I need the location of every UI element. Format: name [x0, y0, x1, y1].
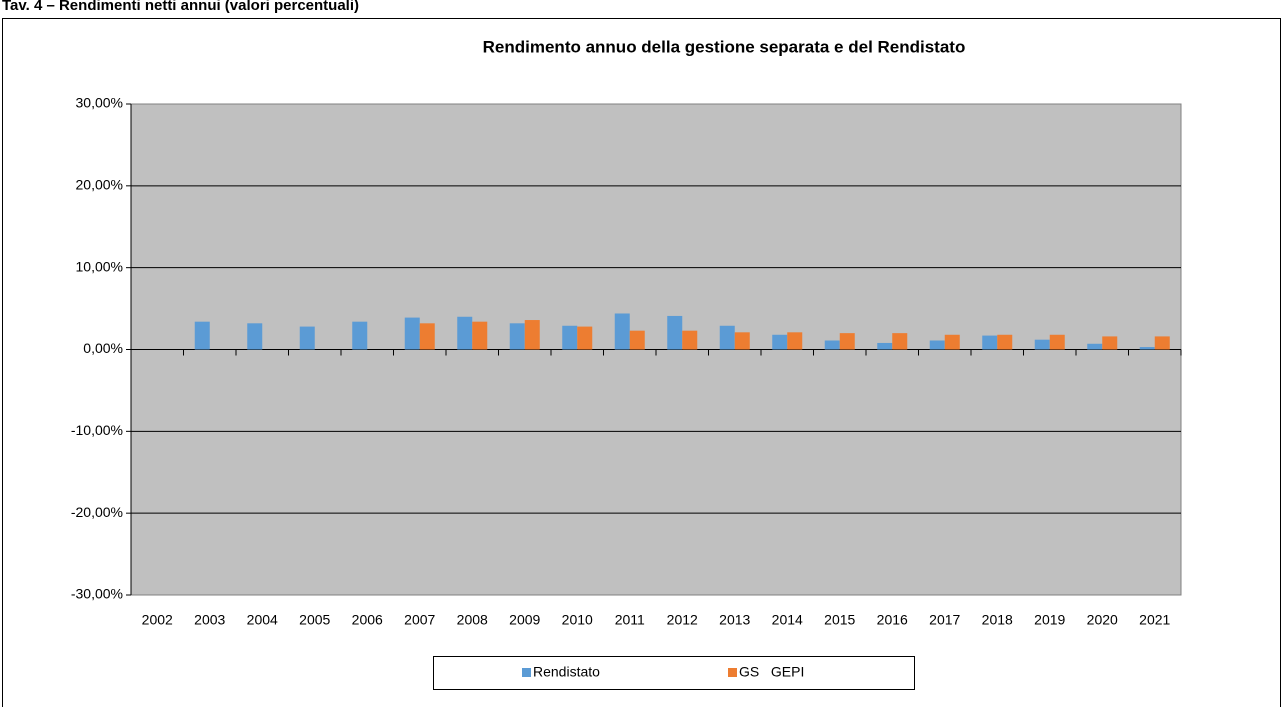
bar: [457, 316, 473, 350]
bar: [772, 334, 788, 350]
bar: [247, 323, 263, 350]
bar: [719, 325, 735, 350]
bar: [667, 315, 683, 350]
x-tick-label: 2007: [404, 612, 435, 628]
legend-swatch: [522, 668, 531, 677]
bar: [1034, 339, 1050, 350]
x-tick-label: 2004: [247, 612, 278, 628]
bar: [1102, 336, 1118, 350]
page-heading: Tav. 4 – Rendimenti netti annui (valori …: [2, 0, 359, 14]
y-tick-label: 20,00%: [76, 177, 123, 193]
bar: [194, 321, 210, 350]
bar: [892, 333, 908, 350]
bar: [877, 342, 893, 350]
x-tick-label: 2012: [667, 612, 698, 628]
bar: [562, 325, 578, 350]
x-tick-label: 2017: [929, 612, 960, 628]
x-tick-label: 2006: [352, 612, 383, 628]
bar: [1087, 343, 1103, 350]
bar: [629, 330, 645, 350]
bar: [577, 326, 593, 350]
x-tick-label: 2010: [562, 612, 593, 628]
y-tick-label: -20,00%: [71, 504, 123, 520]
bar: [787, 332, 803, 350]
bar: [404, 317, 420, 350]
bar: [982, 335, 998, 350]
legend: [433, 656, 915, 690]
y-tick-label: 30,00%: [76, 95, 123, 111]
bar: [929, 340, 945, 350]
bar: [352, 321, 368, 350]
legend-label: Rendistato: [533, 664, 600, 680]
x-tick-label: 2016: [877, 612, 908, 628]
bar: [824, 340, 840, 350]
bar: [419, 323, 435, 350]
bar: [839, 333, 855, 350]
x-tick-label: 2008: [457, 612, 488, 628]
y-tick-label: -30,00%: [71, 586, 123, 602]
x-tick-label: 2003: [194, 612, 225, 628]
x-tick-label: 2018: [982, 612, 1013, 628]
legend-label: GS GEPI: [739, 664, 804, 680]
x-tick-label: 2002: [142, 612, 173, 628]
y-tick-label: -10,00%: [71, 422, 123, 438]
bar: [682, 330, 698, 350]
bar: [1139, 347, 1155, 350]
bar: [1049, 334, 1065, 350]
bar: [734, 332, 750, 350]
x-tick-label: 2019: [1034, 612, 1065, 628]
bar: [614, 313, 630, 350]
bar: [472, 321, 488, 350]
y-tick-label: 0,00%: [83, 340, 123, 356]
bar: [524, 320, 540, 350]
x-tick-label: 2009: [509, 612, 540, 628]
bar: [299, 326, 315, 350]
chart-title: Rendimento annuo della gestione separata…: [483, 37, 966, 56]
bar: [509, 323, 525, 350]
bar: [997, 334, 1013, 350]
x-tick-label: 2005: [299, 612, 330, 628]
legend-swatch: [728, 668, 737, 677]
y-tick-label: 10,00%: [76, 258, 123, 274]
bar: [1154, 336, 1170, 350]
x-tick-label: 2020: [1087, 612, 1118, 628]
x-tick-label: 2013: [719, 612, 750, 628]
x-tick-label: 2015: [824, 612, 855, 628]
x-tick-label: 2021: [1139, 612, 1170, 628]
bar: [944, 334, 960, 350]
x-tick-label: 2014: [772, 612, 803, 628]
x-tick-label: 2011: [615, 612, 645, 628]
